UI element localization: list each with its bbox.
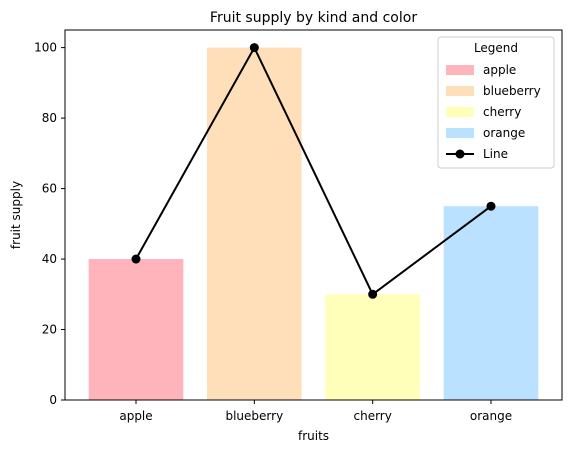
line-point-apple (131, 254, 141, 264)
y-tick-label: 80 (42, 111, 57, 125)
legend-label-line: Line (483, 147, 508, 161)
series-line (135, 45, 492, 296)
legend-label-apple: apple (483, 63, 516, 77)
legend: Legend apple blueberry cherry orange Line (437, 36, 555, 169)
y-tick-label: 20 (42, 323, 57, 337)
line-point-orange (486, 201, 496, 211)
x-axis: apple blueberry cherry orange (119, 400, 512, 423)
x-tick-label: blueberry (225, 409, 283, 423)
chart-title: Fruit supply by kind and color (210, 10, 417, 26)
legend-label-cherry: cherry (483, 105, 521, 119)
bar-cherry (325, 294, 420, 400)
y-tick-label: 40 (42, 252, 57, 266)
y-tick-label: 0 (49, 393, 57, 407)
legend-line-marker (455, 149, 465, 159)
legend-label-orange: orange (483, 126, 525, 140)
x-tick-label: cherry (353, 409, 391, 423)
y-tick-label: 60 (42, 182, 57, 196)
plot-frame (64, 29, 563, 401)
legend-swatch-blueberry (446, 86, 474, 96)
x-axis-label: fruits (298, 429, 329, 443)
legend-swatch-apple (446, 65, 474, 75)
legend-swatch-orange (446, 128, 474, 138)
legend-label-blueberry: blueberry (483, 84, 541, 98)
x-tick-label: orange (470, 409, 512, 423)
legend-title: Legend (474, 41, 518, 55)
y-axis: 0 20 40 60 80 100 (34, 41, 65, 407)
line-point-blueberry (249, 43, 259, 53)
line-series (131, 43, 496, 299)
bar-apple (88, 259, 184, 400)
y-axis-label: fruit supply (9, 181, 23, 249)
legend-swatch-cherry (446, 107, 474, 117)
x-tick-label: apple (119, 409, 152, 423)
y-tick-label: 100 (34, 41, 57, 55)
bars (88, 47, 539, 400)
bar-blueberry (207, 47, 302, 400)
bar-orange (443, 206, 539, 400)
line-point-cherry (368, 289, 378, 299)
